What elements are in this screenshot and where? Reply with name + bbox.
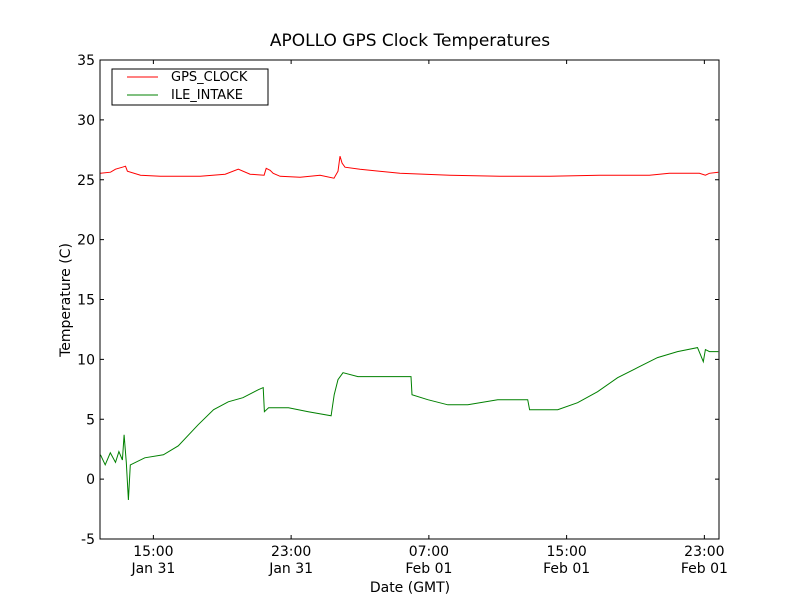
y-tick-label: 0 — [86, 472, 95, 488]
y-tick-label: -5 — [81, 532, 95, 548]
x-tick-label-time: 23:00 — [271, 544, 311, 560]
chart-title: APOLLO GPS Clock Temperatures — [270, 31, 550, 51]
x-tick-label-time: 15:00 — [546, 544, 586, 560]
x-tick-label-date: Feb 01 — [543, 561, 590, 577]
x-tick-label-date: Jan 31 — [130, 561, 175, 577]
x-tick-label-date: Jan 31 — [268, 561, 313, 577]
legend-box — [111, 68, 269, 106]
series-layer — [100, 156, 719, 501]
x-tick-label-time: 07:00 — [409, 544, 449, 560]
y-tick-label: 15 — [77, 293, 95, 309]
series-line-ile-intake — [100, 347, 719, 501]
legend-label-gps-clock: GPS_CLOCK — [171, 70, 248, 85]
x-tick-label-time: 15:00 — [133, 544, 173, 560]
y-axis: -5 0 5 10 15 20 25 30 35 — [77, 53, 719, 548]
y-tick-label: 20 — [77, 233, 95, 249]
y-tick-label: 25 — [77, 173, 95, 189]
y-axis-label: Temperature (C) — [58, 243, 74, 358]
x-tick-label-date: Feb 01 — [405, 561, 452, 577]
x-tick-label-date: Feb 01 — [681, 561, 728, 577]
series-line-gps-clock — [100, 156, 719, 179]
plot-frame — [99, 59, 720, 540]
x-tick-label-time: 23:00 — [684, 544, 724, 560]
y-tick-label: 30 — [77, 113, 95, 129]
legend-label-ile-intake: ILE_INTAKE — [171, 88, 243, 103]
y-tick-label: 5 — [86, 412, 95, 428]
x-axis-label: Date (GMT) — [370, 580, 450, 596]
y-tick-label: 35 — [77, 53, 95, 69]
y-tick-label: 10 — [77, 352, 95, 368]
legend: GPS_CLOCK ILE_INTAKE — [111, 68, 269, 106]
